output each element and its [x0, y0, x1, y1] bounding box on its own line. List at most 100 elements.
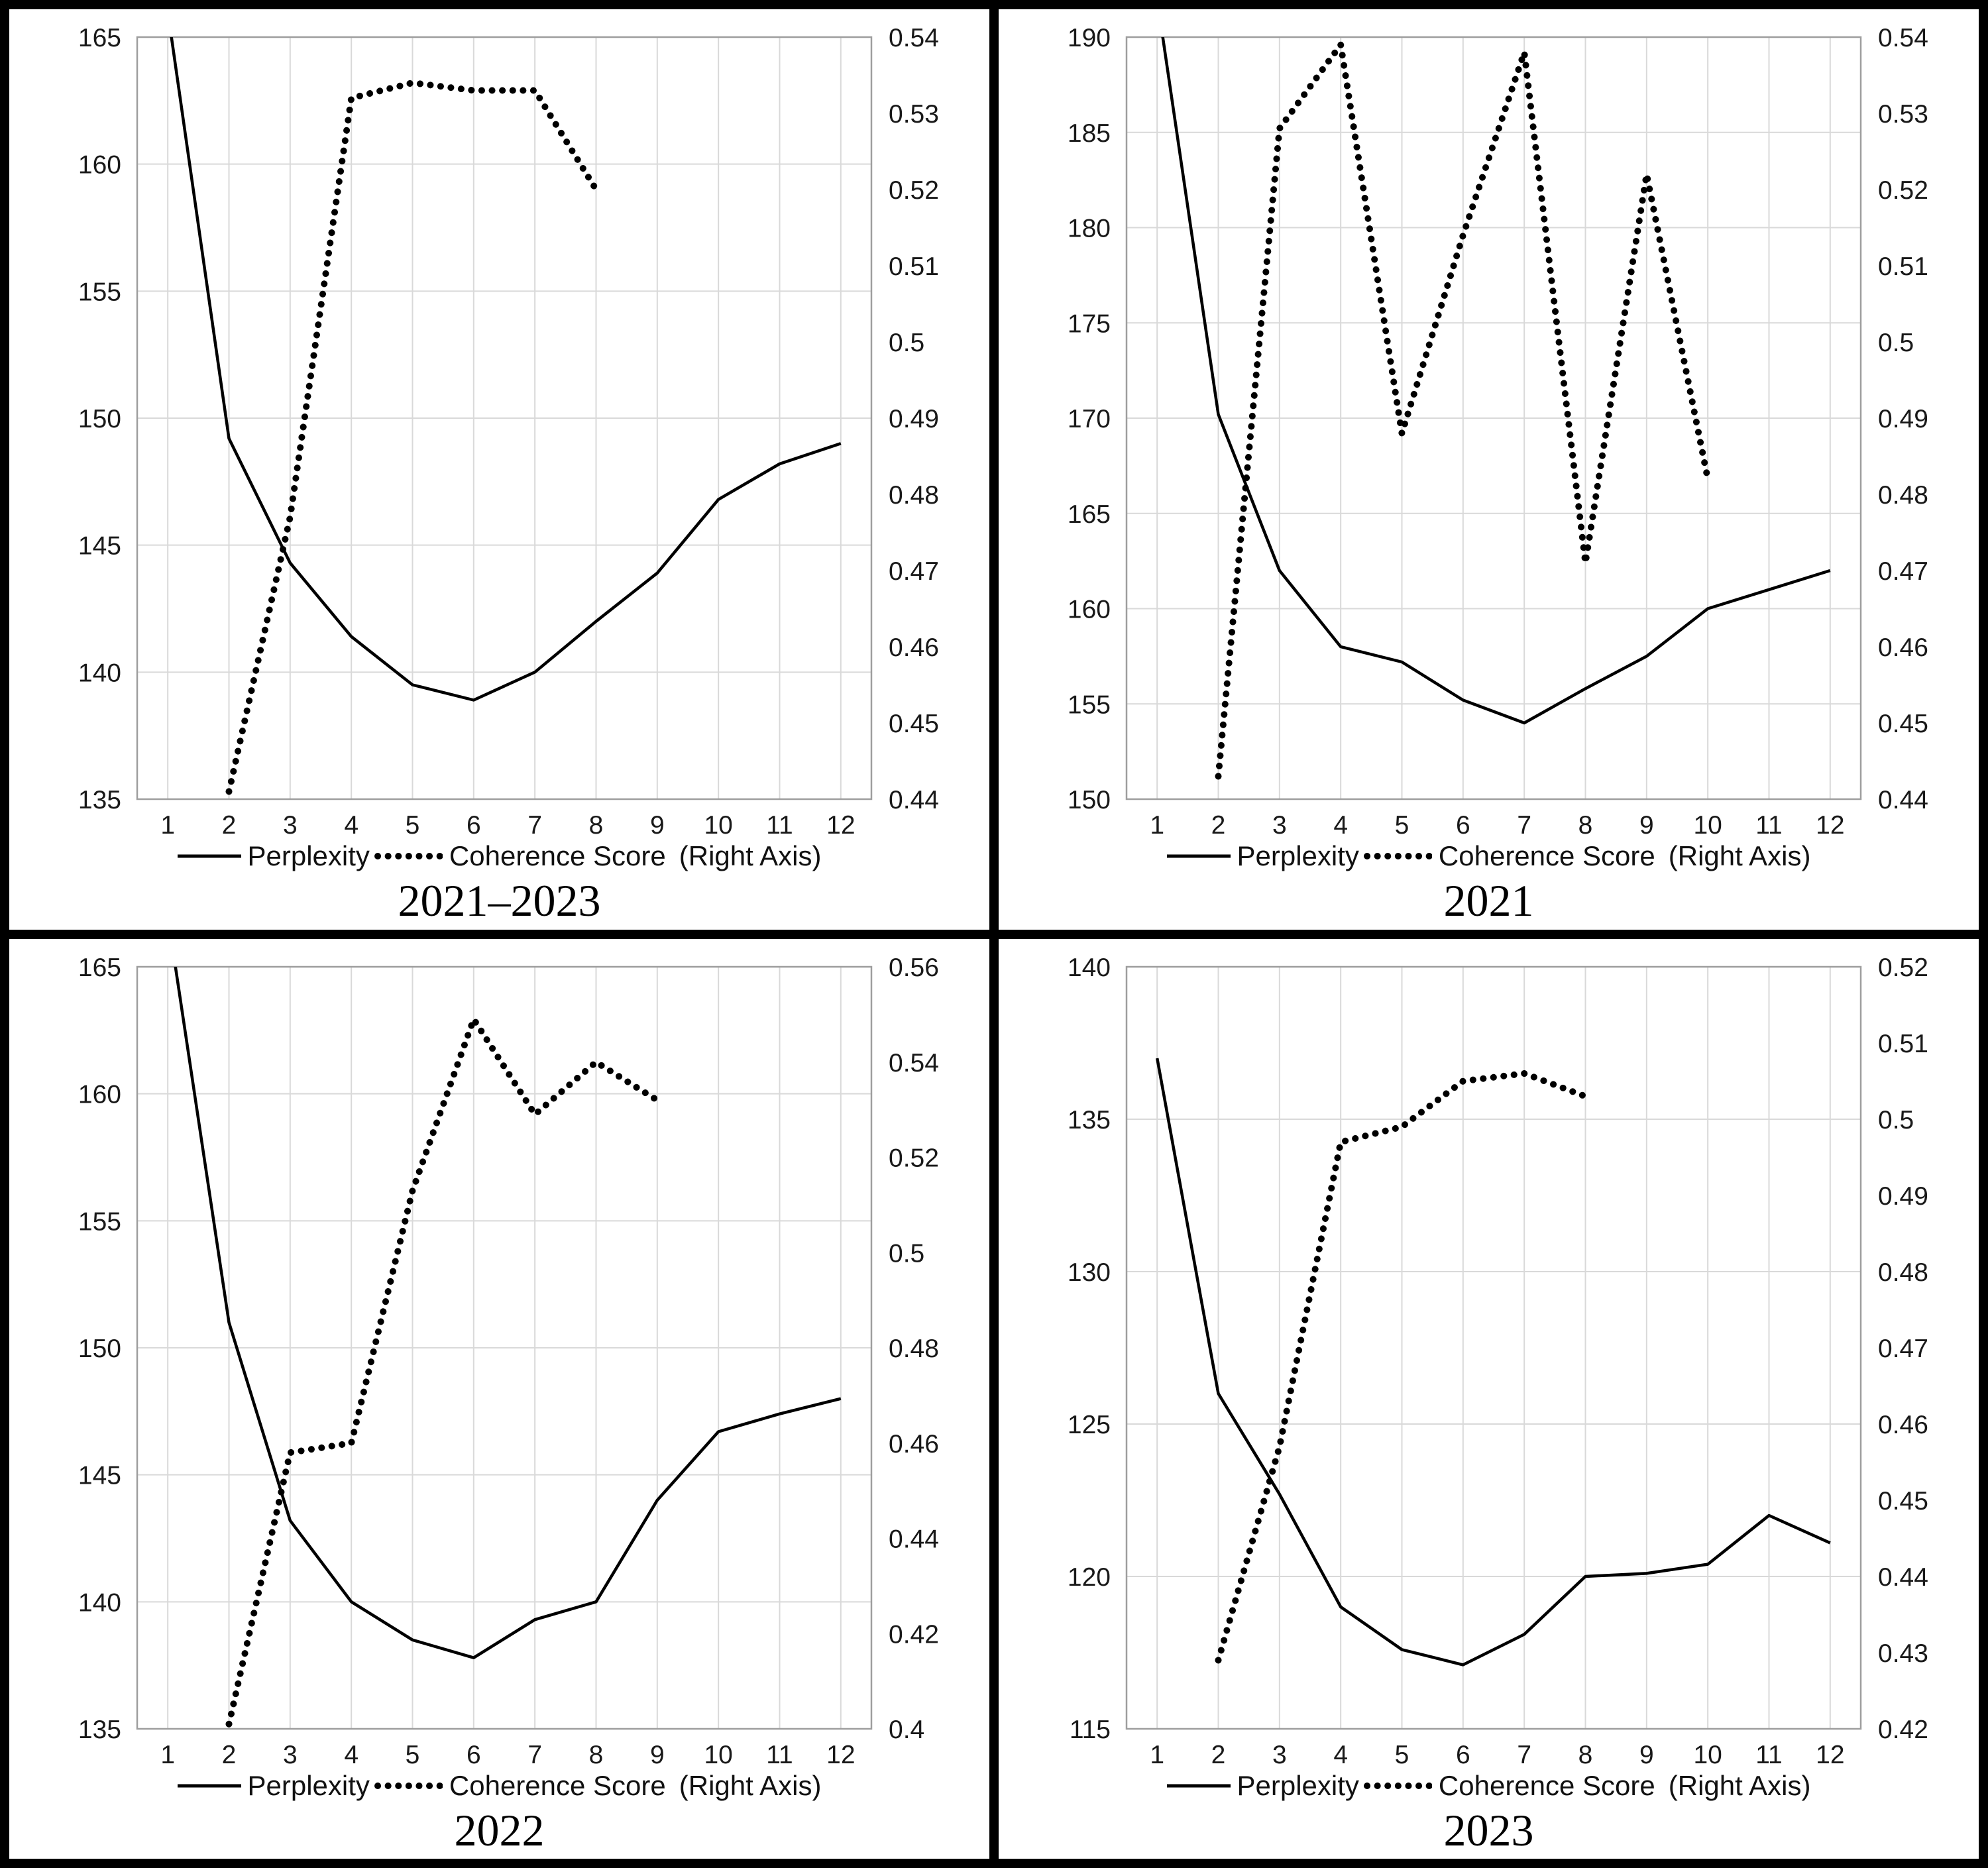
svg-text:0.51: 0.51 — [1878, 252, 1928, 281]
svg-text:4: 4 — [1333, 1741, 1348, 1769]
svg-text:5: 5 — [405, 1741, 419, 1769]
coherence-dots-swatch — [1363, 853, 1432, 859]
svg-text:11: 11 — [1755, 811, 1783, 840]
svg-text:0.44: 0.44 — [889, 1525, 939, 1553]
svg-text:2: 2 — [221, 811, 236, 840]
svg-text:175: 175 — [1067, 309, 1110, 338]
svg-text:0.43: 0.43 — [1878, 1639, 1928, 1668]
svg-text:0.48: 0.48 — [1878, 1258, 1928, 1287]
svg-text:0.53: 0.53 — [1878, 100, 1928, 129]
svg-text:190: 190 — [1067, 24, 1110, 52]
svg-text:11: 11 — [766, 1741, 793, 1769]
svg-text:0.52: 0.52 — [889, 176, 939, 205]
svg-text:0.45: 0.45 — [1878, 710, 1928, 738]
svg-text:9: 9 — [649, 811, 664, 840]
svg-text:0.4: 0.4 — [889, 1716, 924, 1744]
svg-text:10: 10 — [704, 811, 732, 840]
svg-text:3: 3 — [282, 811, 297, 840]
svg-text:165: 165 — [78, 954, 121, 982]
svg-text:135: 135 — [78, 1716, 121, 1744]
svg-text:0.49: 0.49 — [1878, 405, 1928, 433]
svg-text:135: 135 — [1067, 1106, 1110, 1134]
svg-text:0.49: 0.49 — [889, 405, 939, 433]
svg-text:9: 9 — [1639, 1741, 1653, 1769]
svg-text:6: 6 — [466, 811, 480, 840]
chart-2021: 1901851801751701651601551500.540.530.520… — [1067, 24, 1928, 840]
svg-text:150: 150 — [1067, 786, 1110, 814]
svg-text:0.47: 0.47 — [1878, 1335, 1928, 1363]
perplexity-line-swatch — [177, 1784, 241, 1787]
legend-label-coherence: Coherence Score — [1438, 840, 1655, 871]
svg-text:1: 1 — [160, 1741, 175, 1769]
panel-2022: 165 160 155 150 145 140 135 0.56 0.54 0.52 0.5 0.48… — [9, 938, 989, 1859]
svg-text:4: 4 — [1333, 811, 1348, 840]
legend-label-coherence: Coherence Score — [1438, 1769, 1655, 1801]
legend: Perplexity Coherence Score (Right Axis) — [177, 840, 821, 871]
svg-text:0.52: 0.52 — [889, 1144, 939, 1172]
svg-text:0.46: 0.46 — [889, 633, 939, 662]
svg-text:0.54: 0.54 — [1878, 24, 1928, 52]
svg-text:0.42: 0.42 — [889, 1620, 939, 1649]
svg-text:155: 155 — [78, 278, 121, 306]
svg-text:10: 10 — [704, 1741, 732, 1769]
svg-text:150: 150 — [78, 1335, 121, 1363]
svg-text:12: 12 — [1816, 1741, 1844, 1769]
svg-text:0.52: 0.52 — [1878, 176, 1928, 205]
svg-text:5: 5 — [405, 811, 419, 840]
svg-text:5: 5 — [1394, 811, 1409, 840]
coherence-dots-swatch — [374, 853, 443, 859]
svg-text:0.45: 0.45 — [1878, 1487, 1928, 1515]
legend: Perplexity Coherence Score (Right Axis) — [1166, 840, 1811, 871]
svg-text:0.56: 0.56 — [889, 954, 939, 982]
svg-text:145: 145 — [78, 1461, 121, 1490]
svg-text:0.48: 0.48 — [1878, 481, 1928, 510]
panel-2021-2023: 165 160 155 150 145 140 135 0.54 0.53 0.52 0.51 0.5… — [9, 9, 989, 930]
perplexity-line-swatch — [1166, 854, 1231, 858]
svg-text:135: 135 — [78, 786, 121, 814]
svg-text:115: 115 — [1069, 1716, 1110, 1744]
legend-label-coherence: Coherence Score — [449, 840, 666, 871]
svg-text:0.5: 0.5 — [1878, 329, 1914, 357]
svg-text:6: 6 — [1455, 1741, 1470, 1769]
legend: Perplexity Coherence Score (Right Axis) — [177, 1769, 822, 1801]
svg-text:9: 9 — [649, 1741, 664, 1769]
svg-text:0.44: 0.44 — [1878, 1563, 1928, 1592]
svg-text:0.5: 0.5 — [889, 329, 924, 357]
svg-text:165: 165 — [1067, 500, 1110, 529]
svg-text:2: 2 — [221, 1741, 236, 1769]
coherence-dots-swatch — [374, 1782, 443, 1789]
chart-2022: 1651601551501451401350.560.540.520.50.48… — [78, 954, 939, 1769]
svg-text:7: 7 — [1517, 1741, 1531, 1769]
svg-text:9: 9 — [1639, 811, 1653, 840]
svg-text:2: 2 — [1211, 811, 1225, 840]
legend-right-axis-note: (Right Axis) — [1668, 1769, 1811, 1801]
svg-text:0.49: 0.49 — [1878, 1182, 1928, 1211]
svg-text:3: 3 — [282, 1741, 297, 1769]
svg-text:12: 12 — [826, 811, 855, 840]
svg-text:1: 1 — [1150, 1741, 1164, 1769]
svg-text:11: 11 — [766, 811, 793, 840]
svg-text:8: 8 — [1578, 1741, 1592, 1769]
svg-text:0.44: 0.44 — [889, 786, 939, 814]
svg-text:0.46: 0.46 — [1878, 633, 1928, 662]
legend-right-axis-note: (Right Axis) — [679, 1769, 822, 1801]
svg-text:0.5: 0.5 — [1878, 1106, 1914, 1134]
svg-text:0.42: 0.42 — [1878, 1716, 1928, 1744]
svg-text:0.54: 0.54 — [889, 1048, 939, 1077]
svg-text:10: 10 — [1693, 1741, 1722, 1769]
chart-2023: 1401351301251201150.520.510.50.490.480.4… — [1067, 954, 1928, 1769]
svg-text:155: 155 — [78, 1207, 121, 1236]
svg-text:185: 185 — [1067, 119, 1110, 148]
svg-text:170: 170 — [1067, 405, 1110, 433]
svg-text:0.48: 0.48 — [889, 1335, 939, 1363]
legend-label-perplexity: Perplexity — [247, 840, 370, 871]
legend-right-axis-note: (Right Axis) — [1668, 840, 1811, 871]
svg-text:125: 125 — [1067, 1411, 1110, 1439]
panel-title: 2021–2023 — [398, 875, 601, 926]
svg-text:160: 160 — [78, 151, 121, 180]
svg-text:1: 1 — [160, 811, 175, 840]
svg-text:4: 4 — [344, 811, 359, 840]
svg-text:150: 150 — [78, 405, 121, 433]
svg-text:0.53: 0.53 — [889, 100, 939, 129]
svg-text:0.45: 0.45 — [889, 710, 939, 738]
